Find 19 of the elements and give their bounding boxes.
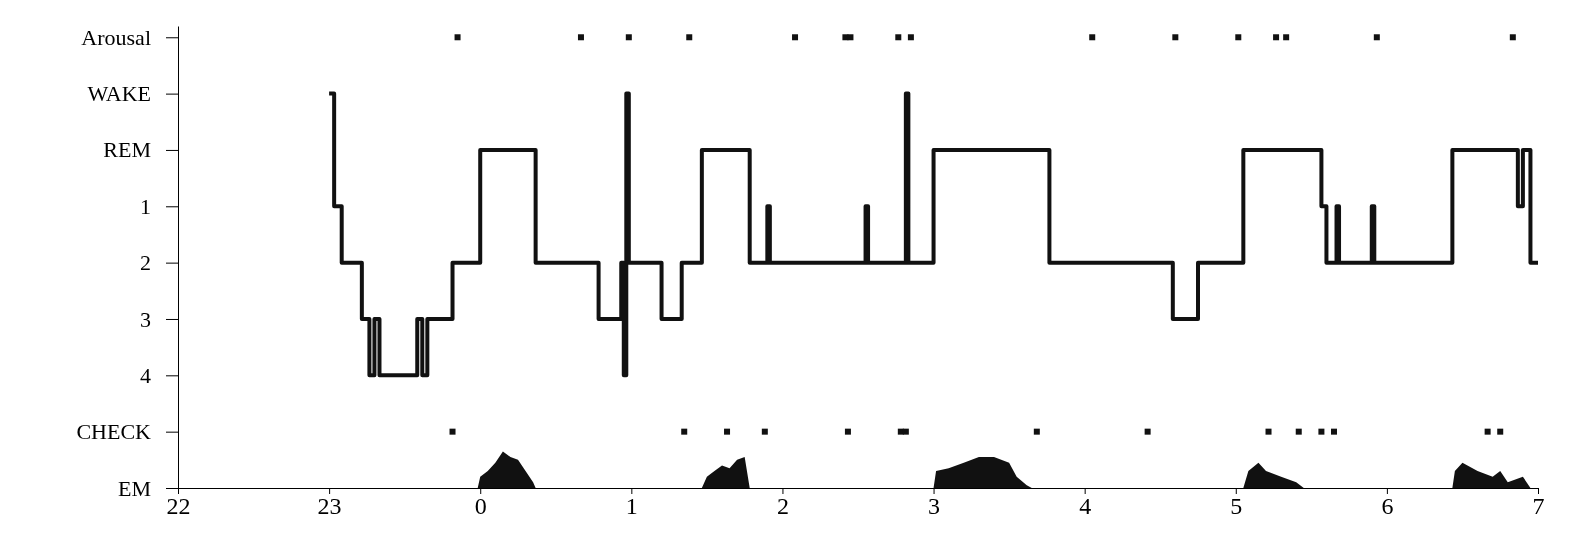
y-tick-label: WAKE	[87, 81, 151, 107]
x-tick-label: 5	[1230, 493, 1243, 520]
x-tick-label: 4	[1079, 493, 1092, 520]
x-tick-label: 22	[166, 493, 191, 520]
x-tick-label: 0	[474, 493, 487, 520]
y-tick-label: 1	[140, 193, 151, 219]
y-tick-label: 4	[140, 362, 151, 388]
y-tick-label: EM	[118, 475, 151, 501]
x-tick-label: 1	[625, 493, 638, 520]
x-tick-label: 7	[1532, 493, 1545, 520]
x-tick-label: 3	[928, 493, 941, 520]
y-tick-label: 3	[140, 306, 151, 332]
x-tick-label: 6	[1381, 493, 1394, 520]
y-tick-label: CHECK	[76, 419, 152, 445]
y-tick-label: Arousal	[81, 24, 151, 50]
y-tick-label: 2	[140, 250, 151, 276]
y-tick-label: REM	[103, 137, 151, 163]
x-tick-label: 23	[317, 493, 342, 520]
x-tick-label: 2	[776, 493, 789, 520]
